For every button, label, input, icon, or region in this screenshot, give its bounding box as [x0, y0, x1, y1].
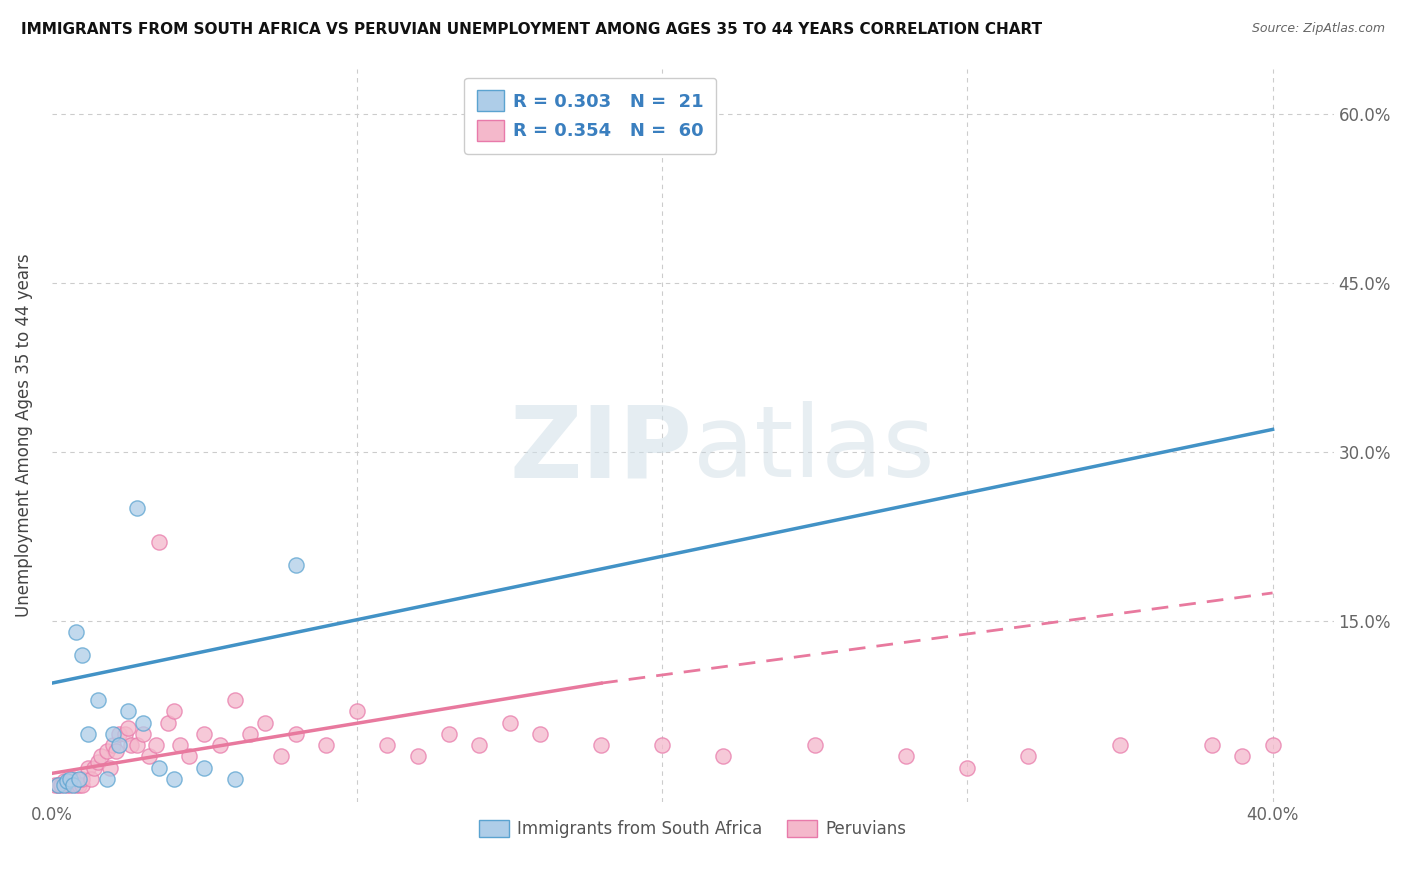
Point: [896, 749, 918, 764]
Point: [193, 761, 215, 775]
Point: [80, 772, 103, 786]
Point: [1261, 738, 1284, 752]
Point: [49, 778, 72, 792]
Point: [62, 778, 84, 792]
Point: [67, 778, 90, 792]
Point: [62, 772, 84, 786]
Point: [284, 727, 307, 741]
Point: [169, 738, 191, 752]
Point: [52, 778, 75, 792]
Point: [108, 727, 131, 741]
Point: [145, 738, 167, 752]
Point: [163, 772, 186, 786]
Point: [529, 727, 551, 741]
Point: [83, 761, 105, 775]
Point: [651, 738, 673, 752]
Point: [284, 558, 307, 572]
Point: [208, 738, 231, 752]
Point: [72, 772, 94, 786]
Point: [239, 727, 262, 741]
Point: [52, 774, 75, 789]
Point: [77, 761, 100, 775]
Point: [59, 778, 82, 792]
Point: [156, 715, 179, 730]
Point: [108, 738, 131, 752]
Point: [72, 648, 94, 662]
Point: [163, 704, 186, 718]
Point: [56, 778, 79, 792]
Point: [127, 738, 149, 752]
Point: [101, 738, 124, 752]
Point: [270, 749, 292, 764]
Point: [65, 778, 87, 792]
Point: [377, 738, 399, 752]
Text: ZIP: ZIP: [510, 401, 693, 499]
Point: [254, 715, 277, 730]
Point: [498, 715, 520, 730]
Point: [96, 772, 118, 786]
Point: [224, 693, 246, 707]
Point: [86, 755, 108, 769]
Legend: Immigrants from South Africa, Peruvians: Immigrants from South Africa, Peruvians: [472, 813, 914, 845]
Point: [591, 738, 613, 752]
Point: [117, 704, 139, 718]
Point: [59, 774, 82, 789]
Point: [956, 761, 979, 775]
Point: [346, 704, 368, 718]
Point: [114, 727, 136, 741]
Point: [44, 778, 66, 792]
Point: [46, 778, 69, 792]
Point: [468, 738, 491, 752]
Point: [77, 727, 100, 741]
Text: Source: ZipAtlas.com: Source: ZipAtlas.com: [1251, 22, 1385, 36]
Point: [315, 738, 337, 752]
Point: [127, 501, 149, 516]
Point: [98, 761, 121, 775]
Point: [86, 693, 108, 707]
Point: [46, 778, 69, 792]
Point: [101, 727, 124, 741]
Point: [804, 738, 827, 752]
Point: [90, 749, 112, 764]
Point: [148, 761, 170, 775]
Point: [711, 749, 734, 764]
Point: [138, 749, 160, 764]
Point: [406, 749, 429, 764]
Point: [437, 727, 460, 741]
Point: [148, 535, 170, 549]
Point: [104, 744, 127, 758]
Point: [120, 738, 142, 752]
Point: [67, 772, 90, 786]
Point: [72, 778, 94, 792]
Point: [224, 772, 246, 786]
Point: [177, 749, 200, 764]
Point: [117, 721, 139, 735]
Point: [56, 774, 79, 789]
Point: [1017, 749, 1039, 764]
Text: IMMIGRANTS FROM SOUTH AFRICA VS PERUVIAN UNEMPLOYMENT AMONG AGES 35 TO 44 YEARS : IMMIGRANTS FROM SOUTH AFRICA VS PERUVIAN…: [21, 22, 1042, 37]
Point: [193, 727, 215, 741]
Point: [59, 772, 82, 786]
Point: [96, 744, 118, 758]
Point: [132, 727, 155, 741]
Text: atlas: atlas: [693, 401, 935, 499]
Point: [132, 715, 155, 730]
Y-axis label: Unemployment Among Ages 35 to 44 years: Unemployment Among Ages 35 to 44 years: [15, 253, 32, 617]
Point: [65, 625, 87, 640]
Point: [1230, 749, 1253, 764]
Point: [1201, 738, 1223, 752]
Point: [1109, 738, 1132, 752]
